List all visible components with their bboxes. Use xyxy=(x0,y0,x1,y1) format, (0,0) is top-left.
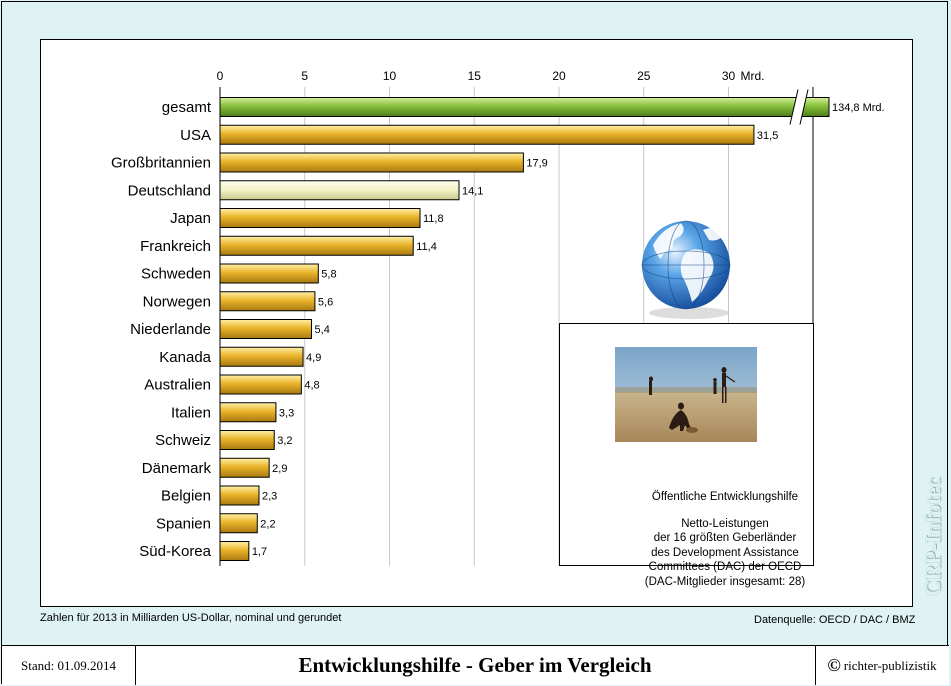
info-line: des Development Assistance xyxy=(651,546,799,559)
bar xyxy=(219,263,319,284)
bar xyxy=(219,402,277,423)
bar-chart: 0 5 10 15 20 25 30 Mrd. gesamt USA Großbritannien… xyxy=(111,69,885,566)
category-label: Deutschland xyxy=(128,182,211,199)
x-unit-label: Mrd. xyxy=(741,69,765,83)
bar xyxy=(219,513,258,534)
copyright: © richter-publizistik xyxy=(815,646,949,685)
bar xyxy=(219,235,414,256)
bar xyxy=(219,208,421,228)
category-label: Süd-Korea xyxy=(139,543,211,560)
x-tick-label: 15 xyxy=(468,69,482,83)
value-label: 31,5 xyxy=(757,130,778,142)
bar xyxy=(219,541,250,561)
category-label: Japan xyxy=(170,210,211,227)
units-note: Zahlen für 2013 in Milliarden US-Dollar,… xyxy=(40,612,342,624)
value-label: 4,8 xyxy=(304,380,319,392)
source-note: Datenquelle: OECD / DAC / BMZ xyxy=(754,614,916,626)
value-label: 4,9 xyxy=(306,352,321,364)
category-label: Kanada xyxy=(159,349,211,366)
stand-date: Stand: 01.09.2014 xyxy=(2,646,136,685)
category-label: Spanien xyxy=(156,515,211,532)
category-labels: gesamt USA Großbritannien Deutschland Japan F… xyxy=(111,99,212,560)
x-tick-label: 30 xyxy=(722,69,736,83)
info-line: Committees (DAC) der OECD xyxy=(648,561,802,573)
bar xyxy=(219,457,270,478)
value-label: 2,9 xyxy=(272,463,287,475)
bar xyxy=(219,346,304,367)
value-label: 17,9 xyxy=(526,158,547,170)
value-label: 5,8 xyxy=(321,269,336,281)
category-label: Großbritannien xyxy=(111,155,211,172)
globe-icon xyxy=(641,220,731,319)
axis-break-line xyxy=(789,89,799,125)
bar xyxy=(219,430,275,450)
bar xyxy=(219,180,460,201)
value-label: 11,4 xyxy=(416,241,437,253)
copyright-icon: © xyxy=(827,655,841,675)
axis-break-gap xyxy=(790,89,808,125)
value-label: 5,6 xyxy=(318,296,333,308)
page-title: Entwicklungshilfe - Geber im Vergleich xyxy=(135,646,816,685)
famine-photo xyxy=(615,347,757,442)
info-title: Öffentliche Entwicklungshilfe xyxy=(651,491,799,503)
category-label: gesamt xyxy=(162,99,212,116)
bar xyxy=(219,374,302,395)
x-tick-label: 25 xyxy=(637,69,651,83)
bar xyxy=(219,485,260,506)
value-label: 5,4 xyxy=(315,324,330,336)
x-tick-label: 20 xyxy=(552,69,566,83)
category-label: Schweiz xyxy=(155,432,211,449)
bar xyxy=(219,291,316,312)
bar xyxy=(219,152,524,173)
value-label: 134,8 Mrd. xyxy=(832,102,885,114)
info-line: (DAC-Mitglieder insgesamt: 28) xyxy=(644,575,806,588)
bar xyxy=(219,124,755,145)
category-label: Australien xyxy=(144,377,211,394)
value-label: 11,8 xyxy=(423,213,444,225)
category-label: Belgien xyxy=(161,488,211,505)
value-label: 1,7 xyxy=(252,546,267,558)
value-label: 3,2 xyxy=(277,435,292,447)
x-axis-ticks: 0 5 10 15 20 25 30 Mrd. xyxy=(217,69,765,83)
value-label: 2,2 xyxy=(260,518,275,530)
value-label: 14,1 xyxy=(462,185,483,197)
axis-break-line xyxy=(799,89,809,125)
category-label: Niederlande xyxy=(130,321,211,338)
x-tick-label: 5 xyxy=(301,69,308,83)
category-label: Italien xyxy=(171,404,211,421)
bar xyxy=(219,97,830,117)
value-label: 3,3 xyxy=(279,407,294,419)
bar xyxy=(219,319,313,339)
category-label: Dänemark xyxy=(142,460,212,477)
copyright-label: richter-publizistik xyxy=(843,657,937,673)
value-labels: 134,8 Mrd. 31,5 17,9 14,1 11,8 11,4 5,8 5,6 5,4 4… xyxy=(252,102,885,558)
category-label: USA xyxy=(180,127,211,144)
watermark-text: CRP-Infotec xyxy=(920,477,945,597)
info-box-text: Öffentliche Entwicklungshilfe Netto-Leis… xyxy=(598,490,852,589)
category-label: Frankreich xyxy=(140,238,211,255)
footer: Stand: 01.09.2014 Entwicklungshilfe - Ge… xyxy=(2,645,949,685)
x-tick-label: 0 xyxy=(217,69,224,83)
chart-area: 0 5 10 15 20 25 30 Mrd. gesamt USA Großbritannien… xyxy=(40,39,913,607)
category-label: Schweden xyxy=(141,266,211,283)
watermark: CRP-Infotec xyxy=(918,462,948,612)
x-tick-label: 10 xyxy=(383,69,397,83)
category-label: Norwegen xyxy=(143,293,211,310)
info-line: der 16 größten Geberländer xyxy=(653,532,797,544)
info-line: Netto-Leistungen xyxy=(681,517,769,530)
bars xyxy=(219,89,830,561)
value-label: 2,3 xyxy=(262,491,277,503)
